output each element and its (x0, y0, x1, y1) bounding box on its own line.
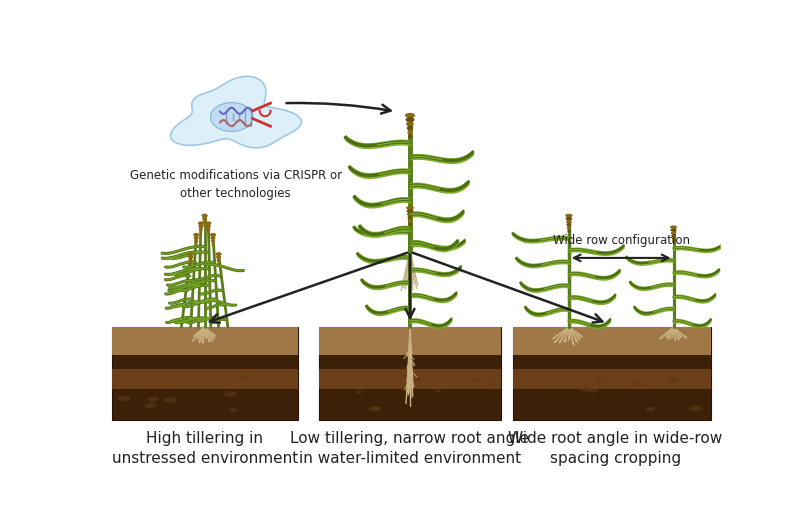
Ellipse shape (189, 258, 193, 262)
Ellipse shape (187, 252, 194, 256)
Ellipse shape (406, 117, 414, 122)
Ellipse shape (198, 224, 203, 228)
Ellipse shape (487, 383, 494, 386)
Ellipse shape (210, 236, 215, 240)
Ellipse shape (210, 233, 216, 236)
Ellipse shape (369, 406, 381, 412)
Ellipse shape (413, 378, 422, 382)
Ellipse shape (567, 229, 570, 233)
Ellipse shape (229, 408, 237, 412)
Ellipse shape (672, 237, 675, 241)
Ellipse shape (198, 221, 204, 225)
Ellipse shape (474, 378, 481, 381)
Ellipse shape (407, 212, 413, 216)
Bar (319, 327, 501, 355)
Ellipse shape (144, 403, 156, 408)
Polygon shape (170, 76, 302, 148)
Ellipse shape (646, 407, 655, 411)
Bar (319, 369, 501, 389)
Bar (112, 327, 298, 420)
Ellipse shape (671, 234, 676, 238)
Ellipse shape (667, 378, 679, 383)
Ellipse shape (206, 224, 211, 228)
Ellipse shape (567, 226, 570, 230)
Ellipse shape (405, 113, 415, 118)
Text: Wide row configuration: Wide row configuration (553, 234, 690, 247)
Ellipse shape (670, 228, 677, 232)
Ellipse shape (190, 262, 192, 265)
Ellipse shape (633, 382, 644, 387)
Text: Genetic modifications via CRISPR or
other technologies: Genetic modifications via CRISPR or othe… (130, 169, 342, 201)
Ellipse shape (407, 130, 413, 135)
Ellipse shape (202, 213, 208, 218)
Ellipse shape (587, 388, 598, 393)
Ellipse shape (203, 223, 206, 227)
Text: Wide root angle in wide-row
spacing cropping: Wide root angle in wide-row spacing crop… (508, 431, 722, 466)
Bar (513, 327, 710, 355)
Ellipse shape (199, 230, 202, 234)
Ellipse shape (215, 252, 222, 256)
Bar (513, 369, 710, 389)
Ellipse shape (194, 236, 198, 240)
Ellipse shape (217, 258, 221, 262)
Ellipse shape (218, 262, 220, 265)
Polygon shape (210, 103, 253, 131)
Ellipse shape (206, 221, 211, 225)
Ellipse shape (207, 230, 210, 234)
Text: Low tillering, narrow root angle
in water-limited environment: Low tillering, narrow root angle in wate… (290, 431, 530, 466)
Ellipse shape (206, 227, 210, 231)
Ellipse shape (195, 242, 198, 246)
Ellipse shape (434, 390, 442, 393)
Ellipse shape (356, 390, 362, 393)
Ellipse shape (211, 239, 215, 243)
Ellipse shape (408, 219, 412, 223)
Ellipse shape (242, 377, 249, 380)
Bar (513, 327, 710, 420)
Ellipse shape (147, 397, 159, 402)
Ellipse shape (406, 209, 414, 213)
Ellipse shape (193, 233, 199, 236)
Ellipse shape (188, 255, 193, 259)
Ellipse shape (407, 126, 413, 131)
Ellipse shape (212, 242, 214, 246)
Ellipse shape (202, 220, 206, 224)
Bar (112, 369, 298, 389)
Ellipse shape (199, 227, 203, 231)
Ellipse shape (406, 122, 414, 127)
Bar (319, 327, 501, 420)
Text: High tillering in
unstressed environment: High tillering in unstressed environment (111, 431, 298, 466)
Ellipse shape (224, 391, 237, 397)
Ellipse shape (409, 222, 411, 226)
Ellipse shape (581, 387, 592, 391)
Ellipse shape (372, 407, 381, 410)
Ellipse shape (594, 379, 602, 383)
Ellipse shape (566, 223, 571, 227)
Ellipse shape (202, 216, 207, 221)
Ellipse shape (689, 406, 702, 411)
Ellipse shape (565, 214, 573, 218)
Ellipse shape (566, 220, 572, 224)
Ellipse shape (194, 239, 198, 243)
Ellipse shape (408, 134, 412, 139)
Ellipse shape (406, 206, 414, 210)
Ellipse shape (407, 215, 413, 220)
Ellipse shape (118, 396, 130, 401)
Ellipse shape (566, 217, 572, 221)
Ellipse shape (164, 397, 177, 403)
Ellipse shape (672, 240, 675, 243)
Ellipse shape (670, 225, 677, 229)
Bar (112, 327, 298, 355)
Ellipse shape (216, 255, 221, 259)
Ellipse shape (671, 231, 676, 234)
